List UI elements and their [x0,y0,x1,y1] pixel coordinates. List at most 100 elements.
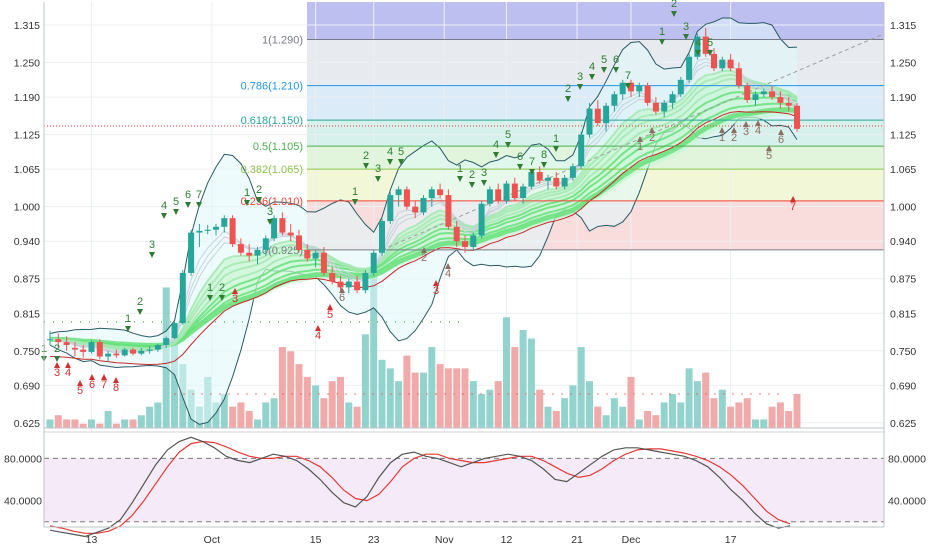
up-triangle [315,325,321,331]
fib-zone-top [307,2,884,40]
candle-body [652,102,659,112]
sequence-marker: 1 [553,133,559,152]
candle [395,186,402,207]
down-triangle [161,213,167,219]
candle [486,186,493,207]
candle-body [503,183,510,201]
candle-body [561,177,568,187]
volume-bar [436,364,444,428]
candle [179,270,186,325]
candle [130,347,136,356]
sequence-marker: 2 [363,150,369,169]
sequence-number: 8 [541,149,547,161]
sequence-marker: 2 [54,343,60,362]
price-tick-left: 1.125 [14,130,40,142]
volume-bar [760,419,768,428]
up-triangle [232,288,238,294]
candle [661,99,668,118]
candle [287,223,294,242]
sequence-number: 3 [375,163,381,175]
up-triangle [766,145,772,151]
sequence-marker: 7 [790,196,796,213]
candle [113,349,120,358]
candle [345,278,352,294]
sequence-marker: 5 [766,145,772,162]
sequence-number: 1 [207,282,213,294]
sequence-marker: 3 [683,21,689,40]
candle [329,267,336,285]
candle [445,189,452,230]
candle-body [420,197,427,213]
candle-body [636,85,643,92]
down-triangle [671,11,677,17]
sequence-number: 3 [54,367,60,379]
candle-body [237,244,244,253]
sequence-marker: 5 [77,380,83,397]
candle [536,166,543,184]
down-triangle [387,159,393,165]
candle [362,270,369,294]
price-tick-right: 1.125 [890,130,916,142]
candle [611,91,618,112]
osc-tick-right: 40.0000 [888,496,926,508]
candle-body [395,189,402,196]
sequence-number: 2 [54,343,60,355]
sequence-number: 2 [731,132,737,144]
sequence-marker: 2 [421,247,427,264]
volume-bar [88,419,95,428]
sequence-number: 3 [683,21,689,33]
candle [453,221,460,247]
candle-body [171,323,178,339]
volume-bar [137,415,145,428]
volume-bar [552,410,560,428]
volume-bar [237,402,245,428]
candle [520,183,527,204]
fib-label: 0.5(1.105) [253,141,303,153]
price-tick-right: 1.315 [890,20,916,32]
candle-body [329,272,336,282]
volume-bar [287,351,295,428]
down-triangle [695,50,701,56]
price-tick-right: 1.000 [890,202,916,214]
volume-bar [270,398,278,428]
volume-bar [486,389,494,428]
sequence-marker: 1 [125,313,131,332]
sequence-marker: 8 [113,377,119,394]
candle [644,82,651,106]
up-triangle [445,263,451,269]
volume-bar [544,406,552,428]
down-triangle [256,197,262,203]
volume-bar [220,393,228,428]
down-triangle [529,169,535,175]
candle-body [138,350,145,354]
sequence-number: 5 [505,129,511,141]
down-triangle [683,34,689,40]
candle-body [428,189,435,198]
candle-body [88,342,95,352]
candle-body [495,189,502,201]
sequence-marker: 2 [219,282,225,301]
candle [619,79,626,100]
volume-bar [295,364,303,428]
candle-body [719,59,726,69]
volume-bar [478,393,486,428]
volume-bar [420,372,427,428]
candle [495,183,502,204]
time-tick: Nov [435,534,454,546]
up-triangle [339,287,345,293]
candles[interactable] [47,27,800,363]
candle [138,347,145,356]
volume-bar [361,334,369,428]
band-upper [49,17,798,338]
candle-body [412,206,419,213]
sequence-marker: 2 [256,184,262,203]
candle [428,186,435,207]
volume-bar [718,389,726,428]
sequence-marker: 3 [743,121,749,138]
candle [146,346,153,354]
sequence-marker: 6 [89,374,95,391]
candle-body [711,53,717,69]
sequence-marker: 2 [469,169,475,188]
sequence-number: 5 [398,146,404,158]
